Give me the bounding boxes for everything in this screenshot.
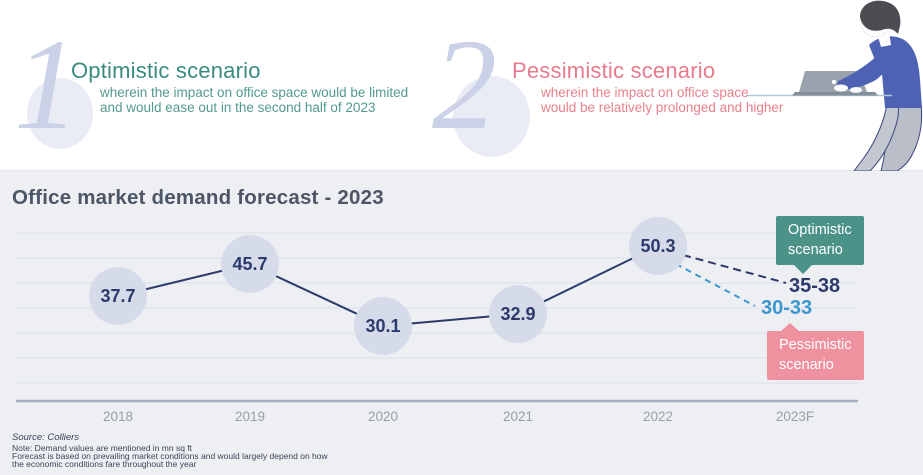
footnote-line2: Forecast is based on prevailing market c… [12, 451, 328, 462]
data-point-2019-value: 45.7 [232, 253, 268, 274]
chart-panel: Office market demand forecast - 2023 37 [0, 170, 923, 475]
pessimistic-scenario-badge: Pessimistic scenario [767, 323, 864, 381]
x-axis-label-2018: 2018 [102, 409, 134, 424]
person-illustration [746, 0, 923, 171]
optimistic-forecast-line [682, 254, 787, 284]
pessimistic-range-label: 30-33 [761, 297, 813, 319]
footnote-line1: Note: Demand values are mentioned in mn … [12, 443, 193, 453]
scenario-2-desc-line2: would be relatively prolonged and higher [541, 100, 784, 115]
chart-title: Office market demand forecast - 2023 [12, 186, 384, 209]
data-point-2022-value: 50.3 [640, 235, 676, 256]
scenario-1-background-circle [27, 78, 93, 149]
scenario-2-desc-line1: wherein the impact on office space [541, 85, 749, 100]
pessimistic-badge-pointer [780, 323, 800, 332]
data-point-2018: 37.7 [89, 267, 147, 325]
data-point-2019: 45.7 [221, 235, 279, 293]
scenario-2-title: Pessimistic scenario [512, 58, 716, 83]
scenario-2-numeral: 2 [432, 13, 497, 157]
scenario-1-numeral: 1 [14, 13, 79, 157]
optimistic-scenario-badge: Optimistic scenario [776, 216, 864, 275]
optimistic-badge-line2: scenario [788, 241, 843, 258]
scenario-1-desc-line1: wherein the impact on office space would… [100, 85, 409, 100]
scenario-1-description: wherein the impact on office space would… [100, 85, 408, 115]
x-axis-label-2020: 2020 [367, 409, 399, 424]
scenario-2-background-circle [453, 76, 530, 157]
footnote: Note: Demand values are mentioned in mn … [12, 444, 328, 469]
data-point-2018-value: 37.7 [100, 285, 136, 306]
data-point-2021: 32.9 [489, 285, 547, 343]
x-axis-label-2022: 2022 [642, 409, 674, 424]
data-point-2022: 50.3 [629, 217, 687, 275]
scenario-1-title: Optimistic scenario [71, 58, 261, 83]
pessimistic-badge-line2: scenario [779, 356, 834, 373]
x-axis-label-2019: 2019 [234, 409, 266, 424]
scenario-1-desc-line2: and would ease out in the second half of… [100, 100, 376, 115]
optimistic-range-label: 35-38 [789, 275, 841, 297]
data-point-2021-value: 32.9 [500, 303, 536, 324]
pessimistic-forecast-line [675, 263, 756, 307]
data-point-2020-value: 30.1 [365, 315, 401, 336]
chart-gridlines [16, 232, 858, 384]
source-text: Source: Colliers [12, 432, 80, 443]
data-point-2020: 30.1 [354, 297, 412, 355]
optimistic-badge-pointer [793, 264, 813, 275]
scenario-2-description: wherein the impact on office space would… [541, 85, 783, 115]
person-figure [853, 0, 923, 171]
x-axis-label-2023f: 2023F [775, 409, 815, 424]
x-axis-label-2021: 2021 [502, 409, 534, 424]
footnote-line3: the economic conditions fare throughout … [12, 459, 197, 470]
optimistic-badge-line1: Optimistic [788, 222, 852, 238]
pessimistic-badge-line1: Pessimistic [779, 337, 852, 353]
